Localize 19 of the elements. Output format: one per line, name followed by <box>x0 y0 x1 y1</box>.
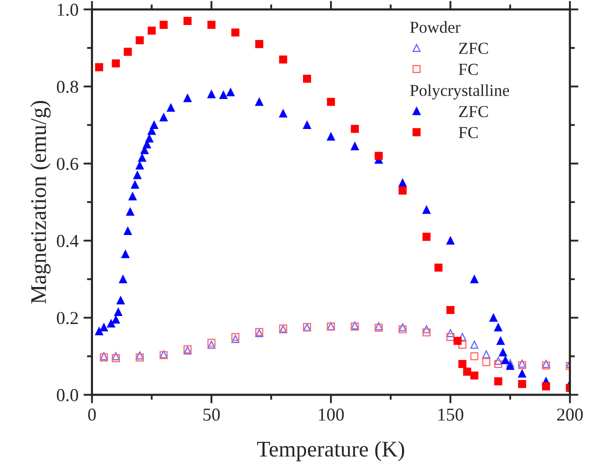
y-tick-label: 0.6 <box>56 158 78 170</box>
annotation: Powder <box>410 21 460 33</box>
x-tick-label: 0 <box>88 408 96 421</box>
y-tick-label: 0.0 <box>56 389 78 402</box>
legend-label: ZFC <box>459 106 488 118</box>
y-tick-label: 0.2 <box>56 312 78 324</box>
legend-label: ZFC <box>459 42 488 54</box>
x-tick-label: 200 <box>557 408 583 421</box>
legend-label: FC <box>458 126 478 138</box>
y-tick-label: 0.4 <box>56 234 78 248</box>
x-tick-label: 100 <box>318 408 344 421</box>
y-tick-label: 0.8 <box>56 80 78 93</box>
y-tick-label: 1.0 <box>58 4 78 16</box>
x-tick-label: 150 <box>438 408 464 421</box>
annotation: Polycrystalline <box>410 84 510 100</box>
x-tick-label: 50 <box>203 408 220 421</box>
legend-label: FC <box>458 64 478 75</box>
y-axis-title: Magnetization (emu/g) <box>30 100 51 304</box>
x-axis-title: Temperature (K) <box>257 441 404 462</box>
